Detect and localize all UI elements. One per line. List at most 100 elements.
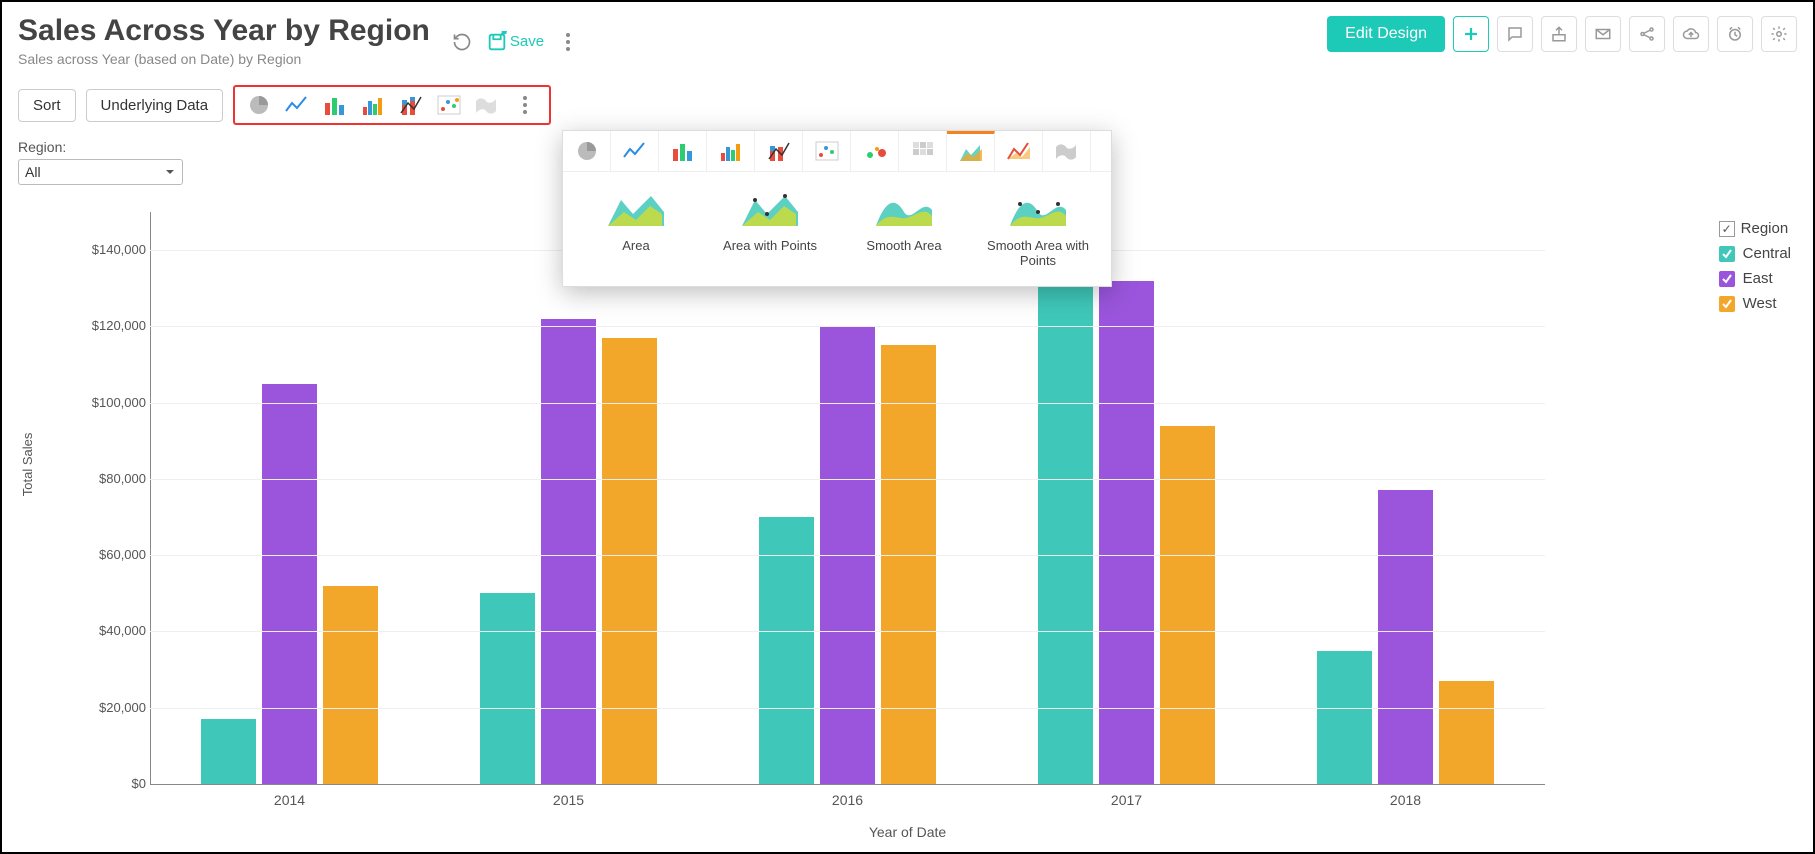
popup-body: Area Area with Points Smooth Area Smooth Ar…: [563, 172, 1111, 286]
chart-type-more[interactable]: [507, 89, 543, 121]
heatmap-icon: [912, 141, 934, 161]
area-option-label: Area with Points: [709, 238, 831, 253]
bar-east-2015[interactable]: [541, 319, 596, 784]
edit-design-button[interactable]: Edit Design: [1327, 16, 1445, 52]
popup-type-map[interactable]: [1043, 131, 1091, 171]
bubble-icon: [863, 141, 887, 161]
popup-type-heatmap[interactable]: [899, 131, 947, 171]
comment-icon: [1506, 25, 1524, 43]
refresh-button[interactable]: [444, 24, 480, 60]
share-icon: [1638, 25, 1656, 43]
bar-west-2016[interactable]: [881, 345, 936, 784]
area-thumb-icon: [740, 190, 800, 230]
chart-type-map[interactable]: [469, 89, 505, 121]
popup-type-strip: [563, 131, 1111, 172]
header-more-button[interactable]: [550, 24, 586, 60]
title-actions: * Save: [444, 24, 586, 60]
region-filter-select[interactable]: All: [18, 159, 183, 185]
sort-button[interactable]: Sort: [18, 89, 76, 122]
popup-type-combo[interactable]: [995, 131, 1043, 171]
chart-type-column[interactable]: [317, 89, 353, 121]
chart-type-scatter[interactable]: [431, 89, 467, 121]
bar-west-2015[interactable]: [602, 338, 657, 784]
popup-type-pie[interactable]: [563, 131, 611, 171]
refresh-icon: [452, 32, 472, 52]
underlying-data-button[interactable]: Underlying Data: [86, 89, 224, 122]
more-icon: [523, 96, 527, 114]
bar-central-2017[interactable]: [1038, 258, 1093, 784]
popup-type-area[interactable]: [947, 131, 995, 171]
export-icon: [1550, 25, 1568, 43]
pie-icon: [575, 139, 599, 163]
pie-icon: [247, 93, 271, 117]
bar-east-2014[interactable]: [262, 384, 317, 784]
legend-swatch: [1719, 296, 1735, 312]
column-icon: [671, 141, 695, 161]
header: Sales Across Year by Region Sales across…: [18, 14, 1797, 67]
y-gridline: [150, 631, 1545, 632]
legend-item-central[interactable]: Central: [1719, 245, 1791, 262]
legend-label: Central: [1743, 245, 1791, 262]
legend-label: West: [1743, 295, 1777, 312]
chart-type-line[interactable]: [279, 89, 315, 121]
bar-central-2014[interactable]: [201, 719, 256, 784]
share-button[interactable]: [1629, 16, 1665, 52]
area-option-3[interactable]: Smooth Area with Points: [977, 190, 1099, 268]
line-icon: [284, 95, 310, 115]
settings-button[interactable]: [1761, 16, 1797, 52]
popup-type-scatter[interactable]: [803, 131, 851, 171]
title-block: Sales Across Year by Region Sales across…: [18, 14, 430, 67]
bar-central-2016[interactable]: [759, 517, 814, 784]
line-icon: [622, 141, 648, 161]
bar-icon: [361, 95, 385, 115]
legend-title: Region: [1741, 220, 1789, 237]
chart-type-stacked[interactable]: [393, 89, 429, 121]
area-icon: [958, 143, 984, 163]
region-filter-value: All: [25, 164, 41, 180]
more-icon: [566, 33, 570, 51]
clock-icon: [1726, 25, 1744, 43]
export-button[interactable]: [1541, 16, 1577, 52]
bar-east-2018[interactable]: [1378, 490, 1433, 784]
popup-type-line[interactable]: [611, 131, 659, 171]
popup-type-bar[interactable]: [707, 131, 755, 171]
chevron-down-icon: [164, 166, 176, 178]
column-icon: [323, 95, 347, 115]
bar-central-2015[interactable]: [480, 593, 535, 784]
save-button[interactable]: * Save: [486, 31, 544, 53]
cloud-button[interactable]: [1673, 16, 1709, 52]
alert-button[interactable]: [1717, 16, 1753, 52]
bar-west-2018[interactable]: [1439, 681, 1494, 784]
area-thumb-icon: [874, 190, 934, 230]
area-option-1[interactable]: Area with Points: [709, 190, 831, 268]
popup-type-stacked[interactable]: [755, 131, 803, 171]
area-option-2[interactable]: Smooth Area: [843, 190, 965, 268]
area-option-label: Smooth Area with Points: [977, 238, 1099, 268]
chart-type-bar[interactable]: [355, 89, 391, 121]
y-tick-label: $20,000: [66, 700, 146, 715]
bar-central-2018[interactable]: [1317, 651, 1372, 784]
popup-type-bubble[interactable]: [851, 131, 899, 171]
y-gridline: [150, 326, 1545, 327]
bar-west-2014[interactable]: [323, 586, 378, 784]
plot-region: [150, 212, 1545, 784]
legend-item-west[interactable]: West: [1719, 295, 1791, 312]
header-right: Edit Design: [1327, 16, 1797, 52]
comment-button[interactable]: [1497, 16, 1533, 52]
legend-item-east[interactable]: East: [1719, 270, 1791, 287]
legend-check-icon: ✓: [1719, 221, 1735, 237]
add-button[interactable]: [1453, 16, 1489, 52]
y-tick-label: $60,000: [66, 547, 146, 562]
popup-type-column[interactable]: [659, 131, 707, 171]
x-tick-label: 2014: [274, 792, 305, 808]
legend-swatch: [1719, 271, 1735, 287]
legend-header[interactable]: ✓ Region: [1719, 220, 1791, 237]
scatter-icon: [437, 95, 461, 115]
x-tick-label: 2018: [1390, 792, 1421, 808]
page-subtitle: Sales across Year (based on Date) by Reg…: [18, 51, 430, 67]
email-button[interactable]: [1585, 16, 1621, 52]
plus-icon: [1462, 25, 1480, 43]
app-frame: Sales Across Year by Region Sales across…: [0, 0, 1815, 854]
area-option-0[interactable]: Area: [575, 190, 697, 268]
chart-type-pie[interactable]: [241, 89, 277, 121]
